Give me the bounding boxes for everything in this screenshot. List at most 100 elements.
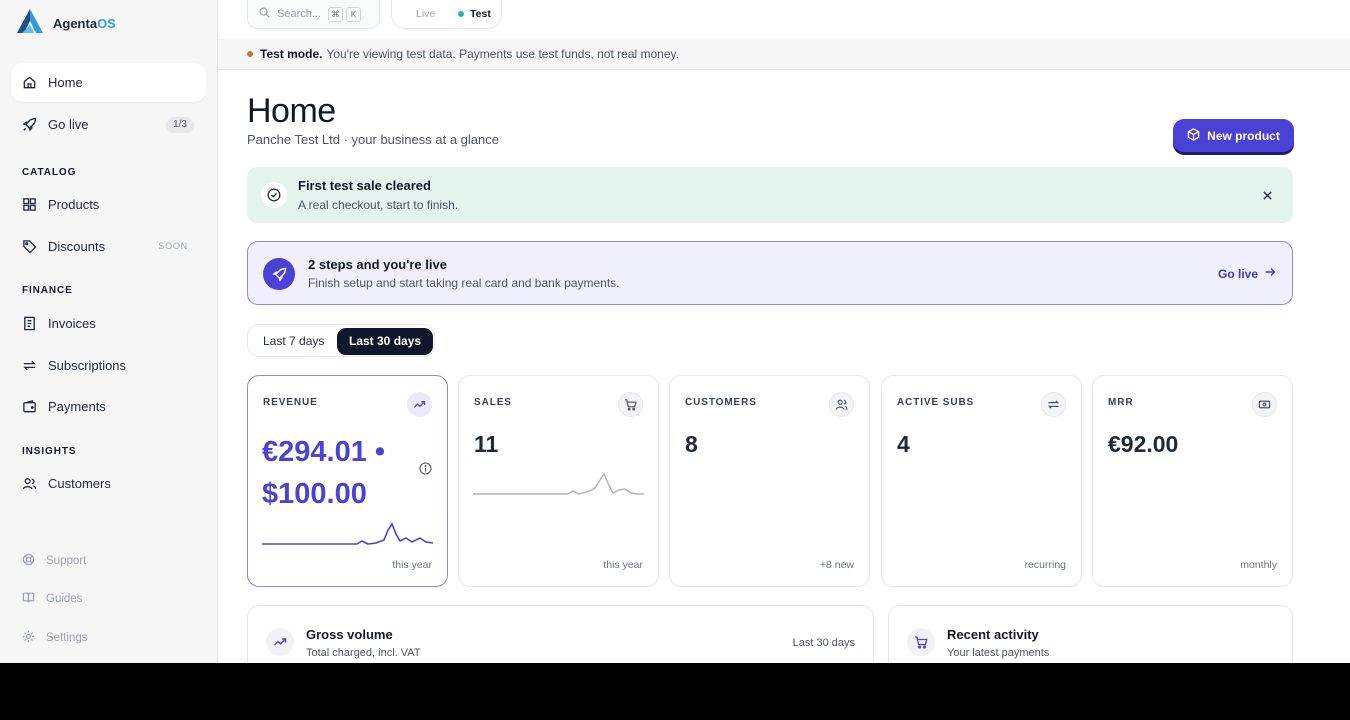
brand[interactable]: AgentaOS [16, 8, 116, 39]
section-label-insights: INSIGHTS [22, 446, 77, 457]
sidebar-item-label: Payments [48, 399, 106, 414]
card-value: 8 [685, 431, 698, 457]
sidebar-item-discounts[interactable]: Discounts SOON [11, 227, 206, 266]
stat-card-mrr[interactable]: MRR €92.00 monthly [1092, 375, 1293, 587]
sidebar-item-products[interactable]: Products [11, 185, 206, 224]
sidebar-item-settings[interactable]: Settings [22, 630, 88, 646]
sidebar-item-label: Support [46, 555, 87, 567]
sidebar-item-label: Settings [46, 632, 88, 644]
range-option-30d[interactable]: Last 30 days [337, 328, 434, 355]
revenue-sparkline [262, 522, 434, 545]
status-dot [458, 11, 464, 17]
recent-activity-panel: Recent activity Your latest payments [888, 605, 1293, 663]
sidebar-item-home[interactable]: Home [11, 63, 206, 102]
repeat-icon [22, 358, 37, 373]
range-option-7d[interactable]: Last 7 days [263, 334, 325, 348]
sidebar-item-golive[interactable]: Go live 1/3 [11, 105, 206, 144]
panel-title: Recent activity [947, 627, 1039, 642]
page-title: Home [247, 92, 336, 130]
sidebar-item-guides[interactable]: Guides [22, 591, 82, 607]
sidebar-item-label: Products [48, 197, 100, 212]
sidebar-item-customers[interactable]: Customers [11, 464, 206, 503]
users-icon [22, 476, 37, 491]
search-placeholder: Search... [277, 8, 322, 20]
panel-title: Gross volume [306, 627, 393, 642]
test-mode-text: You're viewing test data. Payments use t… [326, 47, 679, 61]
golive-link[interactable]: Go live [1218, 266, 1276, 281]
card-value: €294.01 • $100.00 [262, 436, 386, 510]
users-icon [829, 392, 854, 417]
rocket-icon [22, 117, 37, 132]
stat-card-customers[interactable]: CUSTOMERS 8 +8 new [669, 375, 870, 587]
gear-icon [22, 630, 35, 646]
info-icon[interactable] [419, 462, 432, 475]
gross-volume-panel: Gross volume Total charged, incl. VAT La… [247, 605, 874, 663]
panel-subtitle: Your latest payments [947, 647, 1050, 659]
golive-title: 2 steps and you're live [308, 257, 447, 272]
sidebar-item-label: Subscriptions [48, 358, 127, 373]
home-icon [22, 75, 37, 90]
golive-link-label: Go live [1217, 266, 1258, 281]
wallet-icon [22, 399, 37, 414]
section-label-catalog: CATALOG [22, 167, 77, 178]
arrow-right-icon [1264, 266, 1276, 281]
stat-card-sales[interactable]: SALES 11 this year [458, 375, 659, 587]
panel-range-label[interactable]: Last 30 days [792, 637, 855, 649]
sidebar-item-label: Guides [46, 593, 83, 605]
lifebuoy-icon [22, 553, 35, 569]
app-window: AgentaOS Home Go live 1/3 CATALOG Produc… [0, 0, 1350, 663]
sidebar-item-payments[interactable]: Payments [11, 387, 206, 426]
mode-live-option[interactable]: Live [416, 8, 436, 20]
test-mode-label: Test mode. [260, 47, 323, 61]
card-label: ACTIVE SUBS [897, 397, 975, 408]
card-label: CUSTOMERS [685, 397, 757, 408]
sidebar-item-subscriptions[interactable]: Subscriptions [11, 346, 206, 385]
search-icon [259, 7, 277, 21]
progress-badge: 1/3 [166, 117, 194, 133]
sales-sparkline [473, 472, 644, 495]
rocket-icon [263, 258, 295, 290]
check-circle-icon [261, 182, 287, 208]
box-icon [1187, 127, 1200, 144]
cart-icon [618, 392, 643, 417]
card-footnote: monthly [1240, 559, 1277, 571]
golive-subtitle: Finish setup and start taking real card … [308, 276, 620, 290]
card-label: SALES [474, 397, 512, 408]
mode-toggle[interactable]: Live Test [391, 0, 502, 29]
brand-name: AgentaOS [53, 15, 116, 31]
shortcut-hint: ⌘ K [325, 6, 362, 22]
search-input[interactable]: Search... ⌘ K [247, 0, 380, 29]
date-range-toggle: Last 7 days Last 30 days [247, 324, 435, 357]
alert-subtitle: A real checkout, start to finish. [298, 198, 459, 212]
cart-icon [907, 628, 935, 656]
card-footnote: this year [603, 559, 643, 571]
sidebar-item-label: Home [48, 75, 83, 90]
repeat-icon [1041, 392, 1066, 417]
stat-card-active-subs[interactable]: ACTIVE SUBS 4 recurring [881, 375, 1082, 587]
golive-banner: 2 steps and you're live Finish setup and… [247, 241, 1293, 305]
alert-title: First test sale cleared [298, 178, 431, 193]
kbd-cmd: ⌘ [328, 6, 344, 22]
grid-icon [22, 197, 37, 212]
sidebar-item-support[interactable]: Support [22, 553, 86, 569]
sidebar-item-label: Discounts [48, 239, 106, 254]
logo-icon [16, 8, 44, 39]
new-product-label: New product [1207, 128, 1280, 143]
sidebar-item-invoices[interactable]: Invoices [11, 304, 206, 343]
new-product-button[interactable]: New product [1173, 119, 1294, 152]
success-alert: First test sale cleared A real checkout,… [247, 167, 1293, 223]
card-label: MRR [1108, 397, 1134, 408]
sidebar: AgentaOS Home Go live 1/3 CATALOG Produc… [0, 0, 218, 663]
close-icon[interactable] [1259, 187, 1275, 203]
sidebar-item-label: Customers [48, 476, 111, 491]
sidebar-item-label: Go live [48, 117, 89, 132]
stat-card-revenue[interactable]: REVENUE €294.01 • $100.00 this year [247, 375, 448, 587]
warning-dot [247, 51, 253, 57]
sidebar-item-label: Invoices [48, 316, 96, 331]
kbd-k: K [346, 6, 362, 22]
trending-up-icon [407, 392, 432, 417]
soon-tag: SOON [158, 241, 188, 251]
mode-test-option[interactable]: Test [458, 8, 491, 20]
test-mode-banner: Test mode. You're viewing test data. Pay… [218, 39, 1350, 70]
card-footnote: +8 new [819, 559, 854, 571]
